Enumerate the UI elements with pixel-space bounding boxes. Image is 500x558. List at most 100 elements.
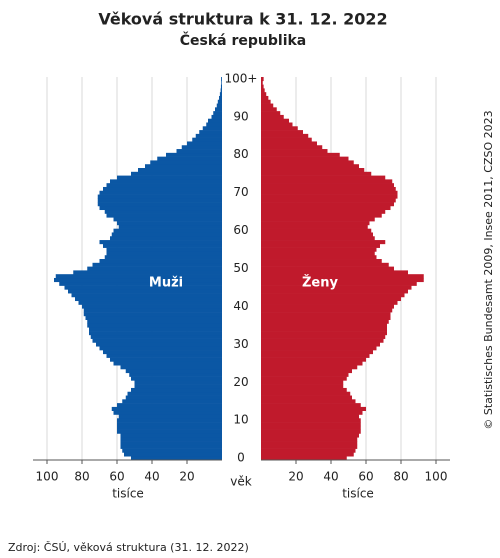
bar	[261, 247, 377, 252]
y-tick-label: 40	[233, 299, 248, 313]
bar	[89, 331, 222, 336]
bar	[261, 95, 269, 101]
bar	[261, 296, 401, 302]
bar	[75, 296, 222, 302]
bar	[110, 179, 222, 184]
bar	[120, 444, 222, 449]
bar	[206, 122, 222, 127]
bar	[261, 327, 387, 332]
bar	[117, 425, 222, 430]
y-tick-label: 10	[233, 413, 248, 427]
bar	[261, 183, 394, 188]
bar	[261, 368, 352, 374]
bar	[134, 384, 222, 389]
bar	[87, 323, 222, 328]
x-tick-label: 100	[425, 470, 448, 484]
x-axis-label: tisíce	[342, 487, 374, 501]
bar	[261, 236, 375, 241]
bar	[73, 270, 222, 275]
bar	[71, 293, 222, 298]
bar	[96, 342, 222, 347]
bar	[261, 274, 424, 279]
bar	[261, 156, 349, 161]
bar	[261, 266, 394, 271]
bar	[261, 232, 373, 237]
bar	[208, 118, 222, 123]
bar	[97, 202, 222, 207]
bar	[261, 251, 375, 256]
bar	[261, 361, 363, 366]
bar	[138, 168, 222, 173]
bar	[106, 251, 222, 256]
bar	[261, 422, 361, 427]
bar	[261, 99, 271, 104]
bar	[261, 77, 264, 82]
bar	[99, 346, 222, 351]
bar	[261, 277, 424, 283]
bar	[83, 312, 222, 317]
bar	[261, 334, 386, 339]
bar	[211, 114, 222, 120]
bar	[261, 149, 328, 154]
x-tick-label: 100	[36, 470, 59, 484]
x-tick-label: 40	[323, 470, 338, 484]
bar	[261, 452, 354, 457]
bar	[261, 118, 289, 123]
bar	[104, 255, 222, 260]
bar	[261, 240, 386, 245]
bar	[261, 323, 387, 328]
bar	[261, 387, 347, 393]
bar	[261, 270, 408, 275]
bar	[261, 304, 394, 309]
bar	[261, 133, 309, 138]
bar	[261, 395, 352, 400]
bar	[92, 262, 222, 267]
bar	[120, 441, 222, 446]
bar	[261, 107, 277, 112]
bar	[113, 228, 222, 233]
bar	[261, 384, 344, 389]
bar	[110, 357, 222, 362]
x-tick-label: 40	[144, 470, 159, 484]
bar	[187, 141, 222, 146]
bar	[261, 346, 377, 351]
bar	[131, 171, 222, 176]
bar	[261, 114, 284, 120]
bar	[117, 221, 222, 226]
bar	[106, 213, 222, 218]
bar	[219, 95, 222, 101]
y-tick-label: 100+	[225, 71, 258, 85]
bar	[117, 429, 222, 434]
bar	[261, 164, 359, 169]
bar	[120, 437, 222, 442]
bar	[54, 277, 222, 283]
bar	[261, 243, 380, 248]
bar	[87, 266, 222, 271]
bar	[261, 160, 354, 165]
bar	[113, 217, 222, 222]
x-axis-label: tisíce	[112, 487, 144, 501]
bar	[97, 194, 222, 199]
bar	[92, 338, 222, 343]
bar	[176, 149, 222, 154]
bar	[261, 259, 382, 264]
bar	[166, 152, 222, 157]
bar	[261, 312, 391, 317]
x-tick-label: 60	[109, 470, 124, 484]
y-tick-label: 30	[233, 337, 248, 351]
bar	[87, 319, 222, 324]
bar	[261, 126, 298, 131]
bar	[261, 213, 382, 218]
bar	[261, 205, 391, 211]
bar	[99, 240, 222, 245]
bar	[261, 414, 359, 419]
bar	[82, 304, 222, 309]
bar	[157, 156, 222, 161]
bar	[202, 126, 222, 131]
bar	[195, 133, 222, 138]
bar	[220, 84, 222, 89]
bar	[261, 228, 372, 233]
bar	[220, 88, 222, 93]
bar	[261, 429, 361, 434]
